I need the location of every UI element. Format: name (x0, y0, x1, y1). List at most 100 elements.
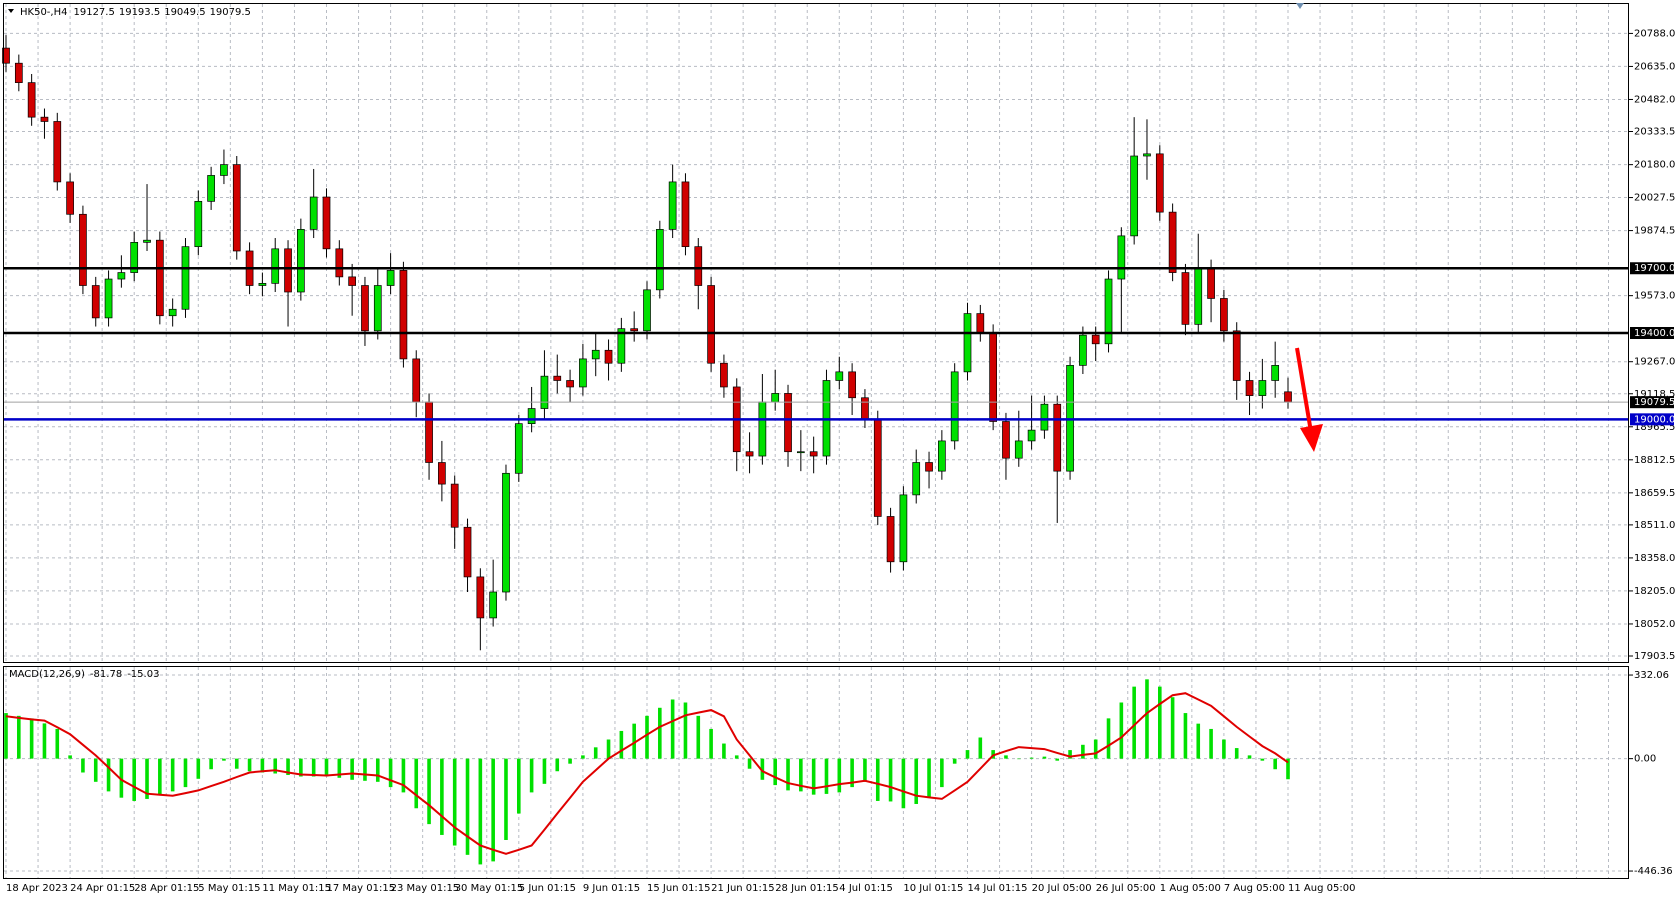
macd-histogram-bar (42, 723, 47, 759)
macd-histogram-bar (29, 718, 34, 759)
candle-body (476, 576, 485, 619)
x-tick-label: 26 Jul 05:00 (1096, 883, 1156, 894)
x-tick-label: 5 Jun 01:15 (519, 883, 576, 894)
macd-histogram-bar (645, 715, 649, 759)
candle-body (143, 239, 151, 243)
macd-histogram-bar (978, 737, 983, 759)
candle-body (976, 313, 985, 334)
candle-body (514, 423, 523, 474)
y-tick-label: 18205.0 (1634, 586, 1675, 597)
macd-histogram-bar (1158, 686, 1162, 759)
macd-histogram-bar (1016, 758, 1021, 760)
x-tick-label: 21 Jun 01:15 (711, 883, 775, 894)
candle-body (361, 285, 369, 332)
candle-body (258, 283, 267, 286)
x-tick-label: 11 Aug 05:00 (1288, 883, 1355, 894)
candle-body (617, 328, 626, 364)
macd-histogram-bar (55, 728, 60, 759)
y-tick-label: 332.06 (1634, 670, 1669, 681)
level-label-box (1630, 327, 1674, 339)
candle-body (784, 393, 792, 453)
price-label: 19079.5 (1634, 397, 1675, 408)
candle-body (668, 181, 677, 230)
macd-histogram-bar (875, 758, 880, 801)
macd-histogram-bar (375, 758, 380, 782)
macd-histogram-bar (952, 758, 957, 764)
x-tick-label: 18 Apr 2023 (6, 883, 68, 894)
candle-body (950, 371, 959, 442)
y-tick-label: 18358.0 (1634, 553, 1675, 564)
macd-histogram-bar (683, 702, 688, 759)
candle-body (489, 591, 498, 619)
candle-body (938, 440, 946, 472)
candle-body (1232, 330, 1241, 381)
macd-histogram-bar (1106, 718, 1111, 759)
macd-histogram-bar (1145, 679, 1149, 759)
macd-histogram-bar (1234, 748, 1239, 759)
candle-body (1014, 440, 1023, 459)
candle-body (591, 349, 600, 360)
y-tick-label: 20635.0 (1634, 61, 1675, 72)
macd-histogram-bar (1093, 739, 1098, 759)
macd-histogram-bar (747, 758, 752, 769)
candle-body (899, 494, 908, 563)
y-tick-label: 17903.5 (1634, 651, 1675, 662)
close-value: 19079.5 (210, 7, 251, 18)
macd-histogram-bar (670, 699, 675, 759)
macd-histogram-bar (286, 758, 290, 776)
macd-histogram-bar (1183, 713, 1188, 759)
symbol-title: HK50-,H4 (20, 7, 67, 18)
macd-histogram-bar (504, 758, 508, 840)
menu-triangle[interactable] (8, 9, 14, 13)
candle-body (1117, 235, 1126, 280)
macd-histogram-bar (81, 758, 85, 773)
macd-histogram-bar (1170, 697, 1175, 759)
macd-histogram-bar (478, 758, 483, 865)
arrow-shaft (1295, 347, 1313, 433)
macd-histogram-bar (940, 758, 944, 788)
y-tick-label: 20788.0 (1634, 28, 1675, 39)
macd-histogram-bar (824, 758, 829, 794)
x-tick-label: 23 May 01:15 (391, 883, 460, 894)
macd-histogram-bar (555, 758, 560, 772)
candle-body (348, 276, 356, 286)
candle-body (1284, 391, 1292, 403)
candle-body (181, 246, 190, 310)
x-tick-label: 17 May 01:15 (327, 883, 396, 894)
macd-histogram-bar (1209, 728, 1213, 759)
macd-histogram-bar (658, 707, 662, 759)
candle-body (886, 516, 895, 563)
macd-histogram-bar (247, 758, 252, 772)
y-tick-label: 0.00 (1634, 754, 1656, 765)
high-value: 19193.5 (119, 7, 160, 18)
macd-histogram-bar (311, 758, 316, 777)
macd-histogram-bar (363, 758, 367, 781)
candle-body (284, 248, 292, 293)
level-label: 19400.0 (1634, 328, 1675, 339)
macd-histogram-bar (1247, 755, 1252, 759)
macd-histogram-bar (734, 755, 739, 759)
macd-histogram-bar (529, 758, 534, 793)
macd-histogram-bar (452, 758, 457, 846)
macd-histogram-bar (632, 723, 636, 759)
candle-body (194, 200, 203, 248)
macd-histogram-bar (837, 758, 842, 793)
macd-histogram-bar (337, 758, 342, 778)
macd-histogram-bar (260, 758, 265, 773)
macd-histogram-bar (93, 758, 98, 782)
x-tick-label: 30 May 01:15 (455, 883, 524, 894)
candle-body (322, 196, 331, 250)
x-tick-label: 11 May 01:15 (262, 883, 331, 894)
y-tick-label: 19267.0 (1634, 357, 1675, 368)
macd-signal-line (5, 692, 1289, 855)
macd-histogram-bar (888, 758, 893, 802)
y-tick-label: 20333.5 (1634, 127, 1675, 138)
macd-histogram-bar (1068, 750, 1072, 759)
candle-body (1245, 380, 1254, 396)
candle-body (373, 285, 382, 332)
macd-histogram-bar (145, 758, 149, 799)
level-label: 19700.0 (1634, 263, 1675, 274)
macd-histogram-bar (1004, 755, 1008, 759)
macd-panel-frame (3, 666, 1629, 879)
macd-histogram-bar (324, 758, 329, 777)
